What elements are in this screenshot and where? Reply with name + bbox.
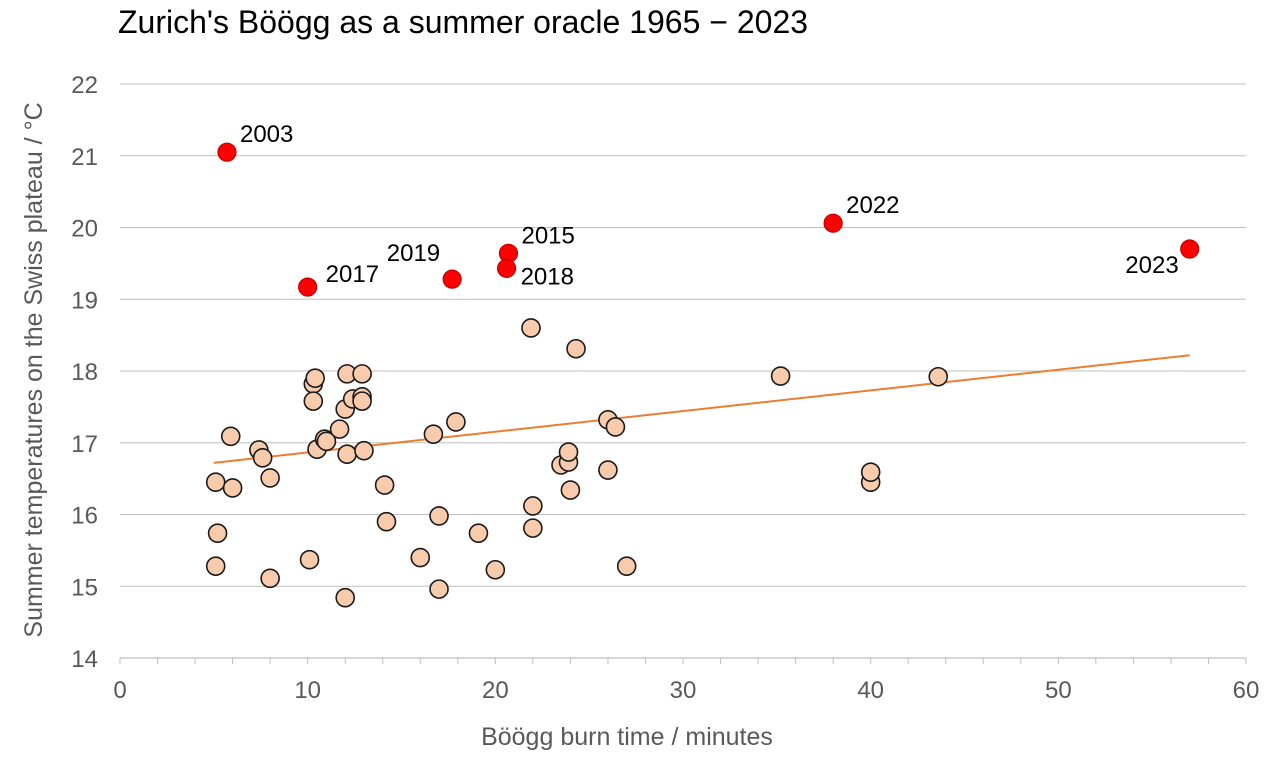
x-tick-label: 60 [1233,677,1260,704]
point-label-2019: 2019 [387,240,440,267]
gridlines [120,83,1246,587]
point-label-2023: 2023 [1125,252,1178,279]
x-tick-label: 10 [294,677,321,704]
x-tick-label: 50 [1045,677,1072,704]
axes [119,657,1247,664]
data-point [305,368,325,388]
data-point [598,460,618,480]
x-tick-label: 40 [857,677,884,704]
points-layer [205,142,1200,608]
data-point [860,462,881,482]
data-point [616,556,637,576]
data-point [429,506,449,526]
data-point [558,442,579,462]
point-labels: 2003 2017 2019 2015 2018 2022 2023 [240,121,1179,290]
data-point [523,496,543,516]
y-tick-label: 18 [71,359,98,386]
y-tick-label: 14 [71,646,98,673]
data-point [352,364,372,384]
trendline-layer [213,354,1190,464]
y-tick-label: 19 [71,287,98,314]
data-point [252,448,273,468]
highlight-point-2022 [823,213,843,233]
data-point [220,426,241,447]
data-point [335,587,356,608]
data-point [260,468,280,488]
data-point [205,556,226,576]
data-point [605,417,626,437]
data-point [207,523,228,543]
data-point [468,523,489,543]
data-point [485,559,506,580]
highlight-point-2017 [298,277,318,297]
data-point [560,480,581,500]
trendline [213,354,1190,464]
data-point [566,338,586,359]
y-tick-label: 22 [71,72,98,99]
point-label-2017: 2017 [326,261,379,288]
data-point [303,391,324,411]
x-tick-label: 20 [482,677,509,704]
y-tick-label: 20 [71,216,98,243]
data-point [222,478,243,498]
data-point [260,568,280,589]
data-point [316,431,337,452]
y-tick-label: 21 [71,144,98,171]
chart-title: Zurich's Böögg as a summer oracle 1965 −… [118,4,808,40]
data-point [429,579,449,599]
data-point [337,444,357,465]
y-tick-label: 17 [71,431,98,458]
highlight-point-2023 [1180,239,1200,259]
highlight-point-2018 [496,258,517,278]
highlight-point-2003 [217,142,237,162]
data-point [299,549,320,570]
y-tick-labels: 14 15 16 17 18 19 20 21 22 [71,72,98,673]
data-point [928,366,949,387]
point-label-2015: 2015 [521,222,574,249]
x-tick-label: 0 [113,677,126,704]
data-point [423,424,444,444]
point-label-2022: 2022 [846,192,899,219]
data-point [770,366,791,386]
x-tick-label: 30 [670,677,697,704]
data-point [374,475,395,495]
x-axis-label: Böögg burn time / minutes [481,723,773,751]
data-point [523,518,543,538]
data-point [205,472,226,493]
data-point [352,391,372,411]
data-point [376,511,397,532]
y-axis-label: Summer temperatures on the Swiss plateau… [20,102,48,637]
y-tick-label: 15 [71,574,98,601]
data-point [521,318,541,338]
data-point [446,412,466,432]
x-tick-labels: 0 10 20 30 40 50 60 [113,677,1259,704]
point-label-2003: 2003 [240,121,293,148]
y-tick-label: 16 [71,503,98,530]
data-point [410,547,431,568]
data-point [354,440,374,461]
highlight-point-2019 [442,269,462,289]
point-label-2018: 2018 [521,263,574,290]
data-point [329,419,350,439]
